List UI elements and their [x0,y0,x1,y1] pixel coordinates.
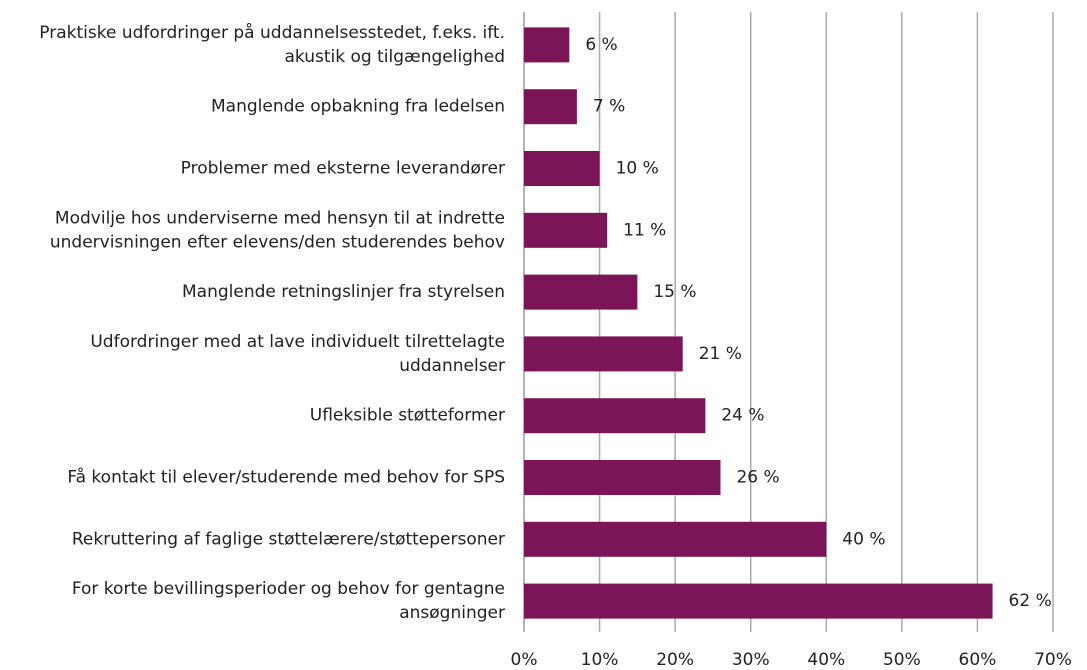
category-label: Rekruttering af faglige støttelærere/stø… [72,529,505,549]
category-label: Modvilje hos underviserne med hensyn til… [55,208,505,228]
category-label: Problemer med eksterne leverandører [181,159,505,179]
category-label: ansøgninger [399,603,505,623]
bar [524,89,577,125]
bar [524,460,721,495]
category-label: akustik og tilgængelighed [285,47,506,67]
value-label: 21 % [699,344,742,364]
bar [524,212,608,248]
value-label: 62 % [1009,591,1052,611]
value-label: 26 % [736,468,779,488]
bar [524,398,706,434]
value-label: 7 % [593,97,625,117]
category-label: undervisningen efter elevens/den studere… [50,232,505,252]
bar [524,521,827,557]
x-tick-label: 60% [959,650,997,666]
bar [524,583,993,619]
category-label: Manglende retningslinjer fra styrelsen [182,282,505,302]
x-tick-label: 30% [732,650,770,666]
x-tick-label: 0% [511,650,538,666]
bar [524,274,638,310]
category-label: Praktiske udfordringer på uddannelsesste… [39,22,505,43]
category-label: For korte bevillingsperioder og behov fo… [72,579,505,599]
category-label: uddannelser [399,356,505,376]
bar [524,336,683,372]
x-tick-label: 20% [656,650,694,666]
x-tick-label: 40% [807,650,845,666]
value-label: 15 % [653,282,696,302]
value-label: 24 % [721,406,764,426]
bar [524,151,600,186]
value-label: 10 % [616,159,659,179]
x-tick-label: 10% [581,650,619,666]
x-tick-label: 70% [1034,650,1072,666]
category-label: Ufleksible støtteformer [310,406,505,426]
x-tick-label: 50% [883,650,921,666]
value-label: 11 % [623,220,666,240]
value-label: 6 % [585,35,617,55]
category-label: Udfordringer med at lave individuelt til… [90,332,505,352]
value-label: 40 % [842,529,885,549]
category-label: Få kontakt til elever/studerende med beh… [67,467,505,488]
bar [524,27,570,63]
category-label: Manglende opbakning fra ledelsen [211,97,505,117]
